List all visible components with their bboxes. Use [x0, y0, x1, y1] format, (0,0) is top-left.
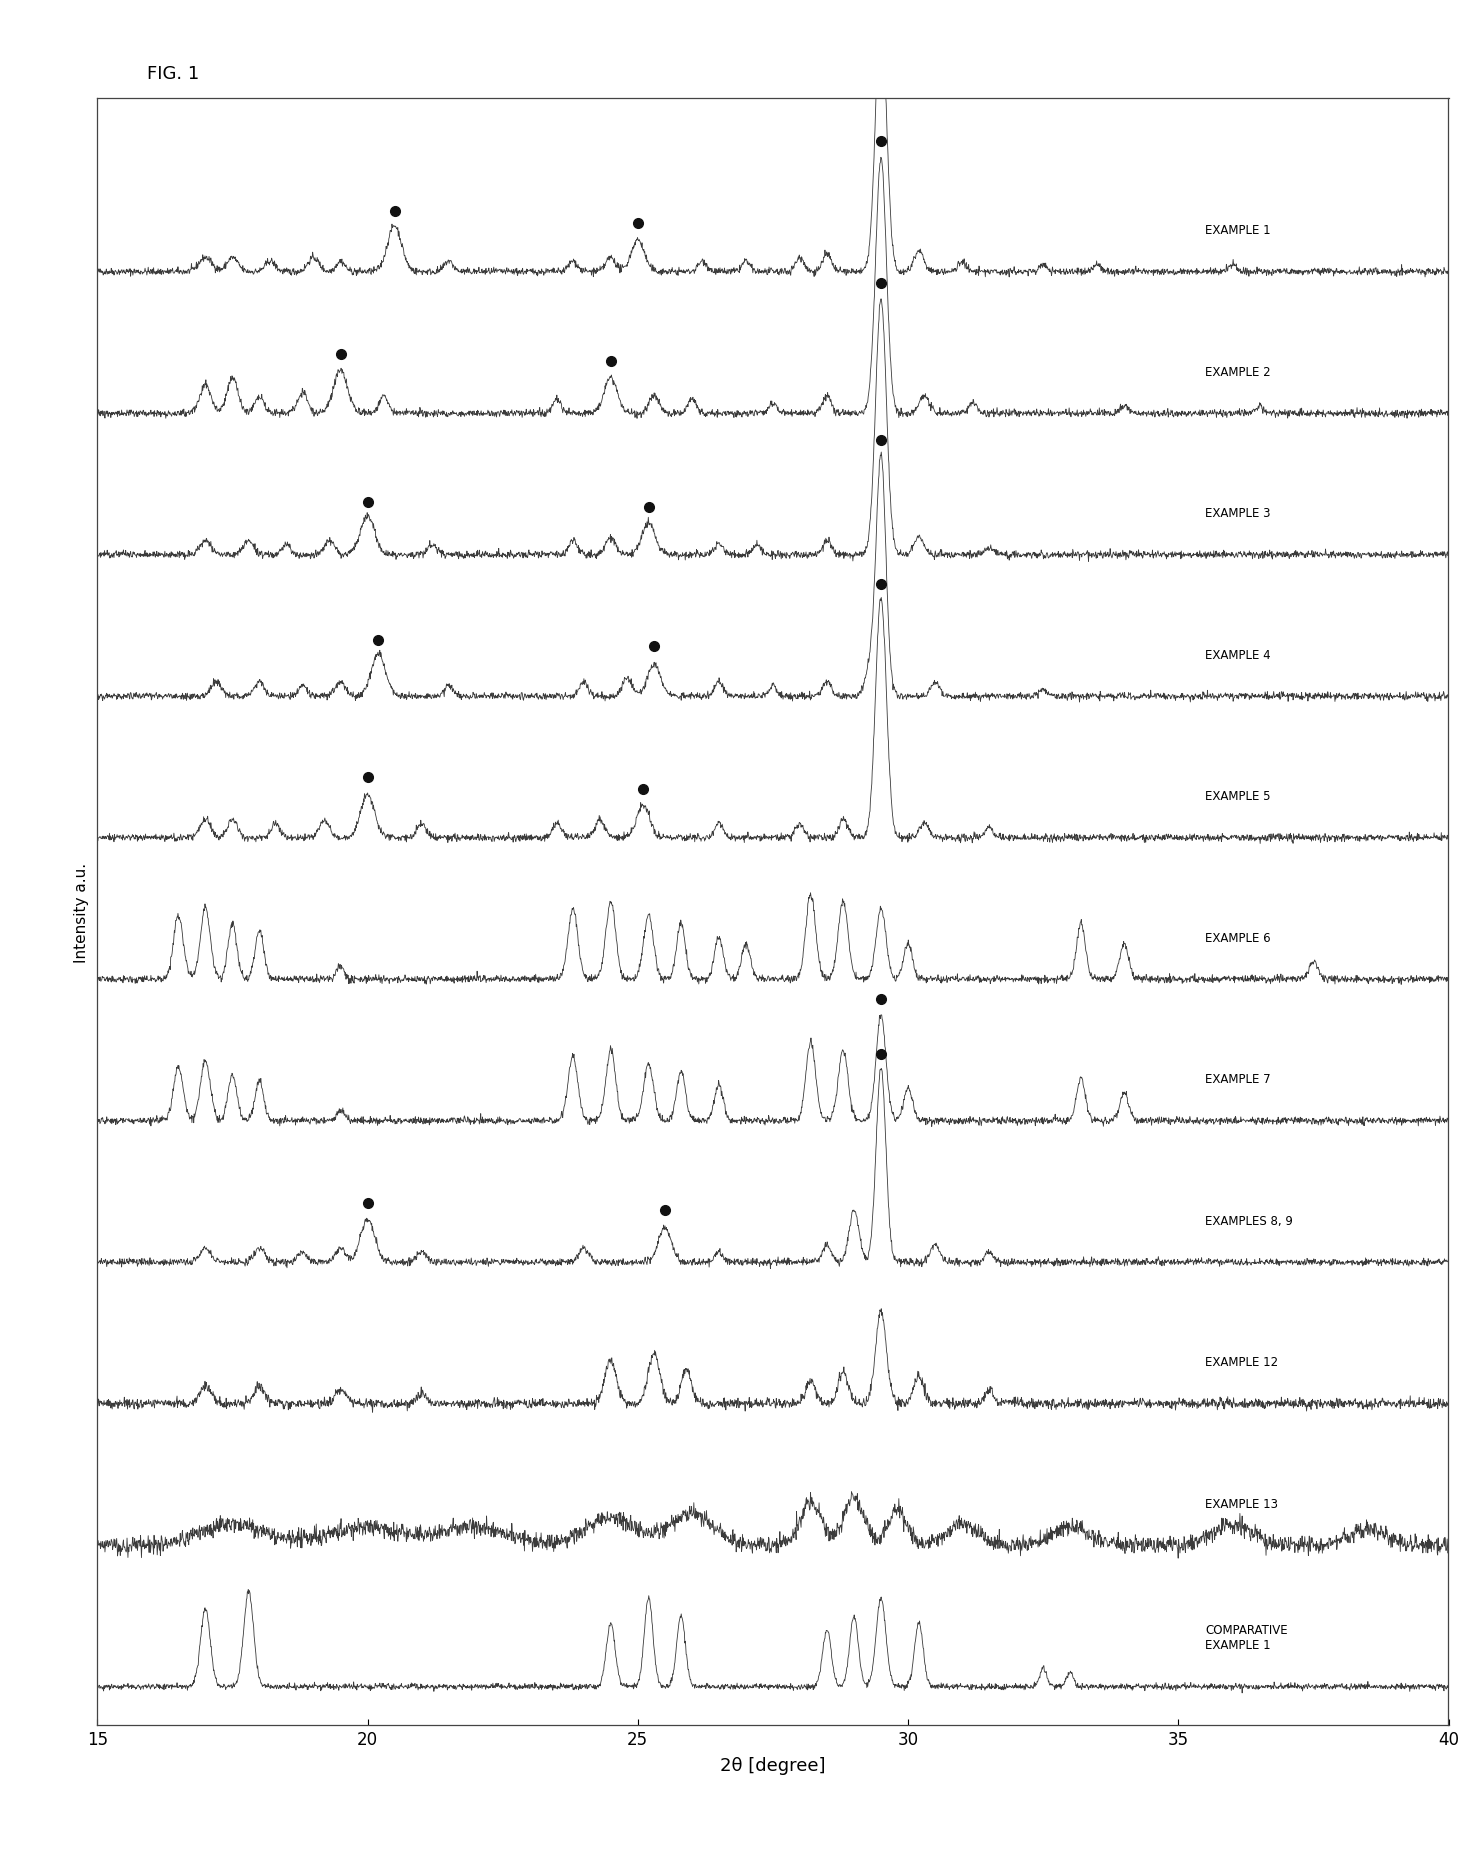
Text: EXAMPLE 3: EXAMPLE 3 — [1206, 507, 1271, 520]
Text: EXAMPLE 1: EXAMPLE 1 — [1206, 224, 1271, 237]
Text: EXAMPLE 6: EXAMPLE 6 — [1206, 932, 1271, 945]
Text: EXAMPLE 7: EXAMPLE 7 — [1206, 1072, 1271, 1085]
Text: FIG. 1: FIG. 1 — [147, 65, 199, 84]
Y-axis label: Intensity a.u.: Intensity a.u. — [74, 861, 88, 962]
Text: EXAMPLE 12: EXAMPLE 12 — [1206, 1355, 1278, 1368]
Text: EXAMPLE 4: EXAMPLE 4 — [1206, 649, 1271, 662]
X-axis label: 2θ [degree]: 2θ [degree] — [721, 1756, 825, 1775]
Text: COMPARATIVE
EXAMPLE 1: COMPARATIVE EXAMPLE 1 — [1206, 1624, 1288, 1652]
Text: EXAMPLE 13: EXAMPLE 13 — [1206, 1497, 1278, 1510]
Text: EXAMPLE 5: EXAMPLE 5 — [1206, 790, 1271, 803]
Text: EXAMPLES 8, 9: EXAMPLES 8, 9 — [1206, 1213, 1293, 1227]
Text: EXAMPLE 2: EXAMPLE 2 — [1206, 365, 1271, 378]
